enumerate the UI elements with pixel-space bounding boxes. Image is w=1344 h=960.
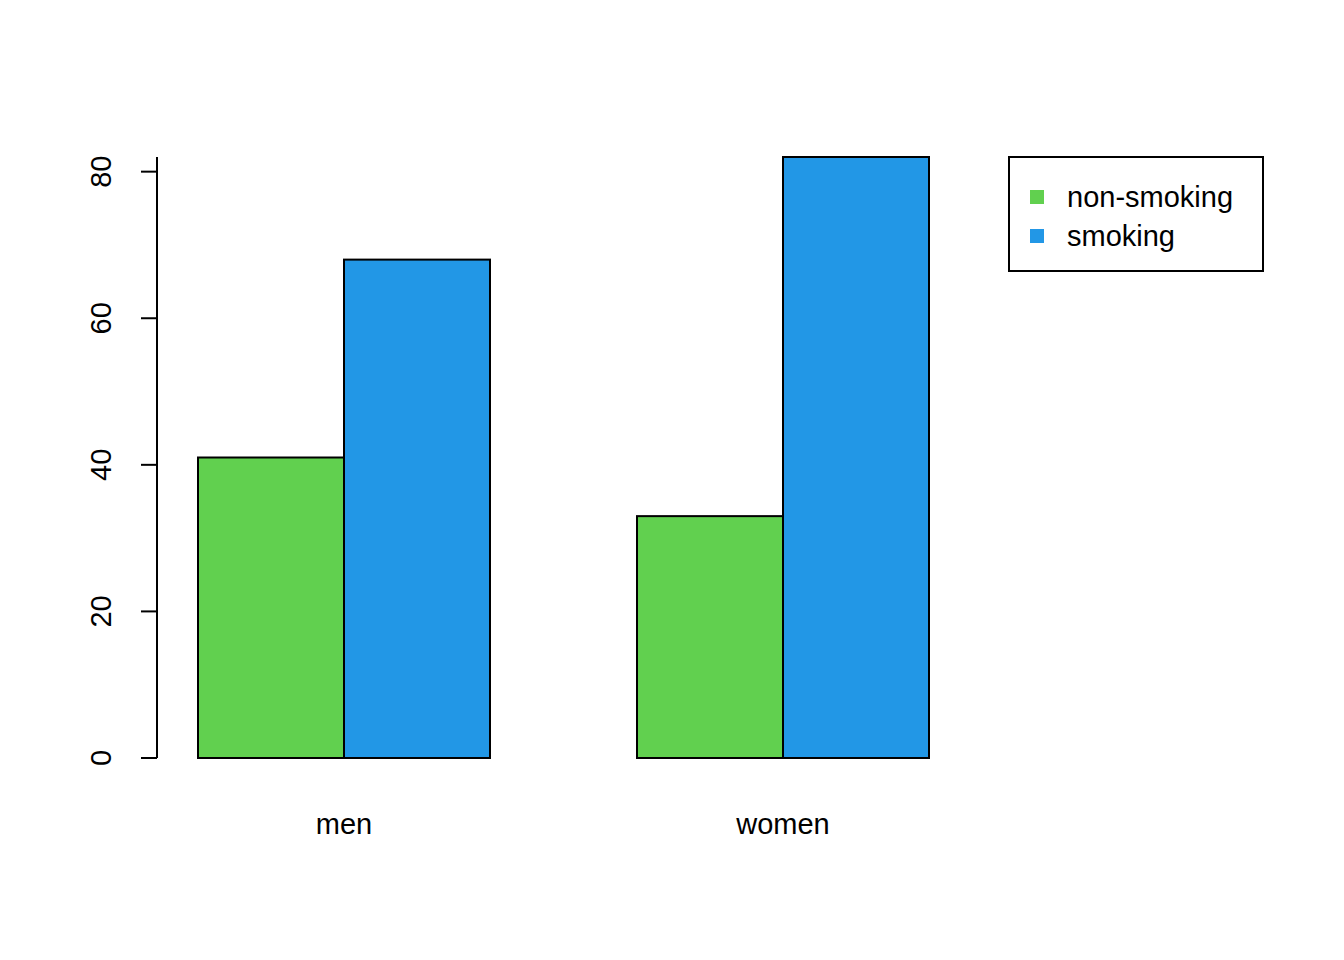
- y-tick: [141, 317, 157, 319]
- y-tick: [141, 464, 157, 466]
- y-tick-label: 60: [85, 302, 117, 334]
- legend-label: non-smoking: [1067, 181, 1233, 213]
- y-tick: [141, 171, 157, 173]
- bar: [637, 516, 783, 758]
- bar: [344, 260, 490, 758]
- bars: [198, 157, 929, 758]
- y-tick-label: 40: [85, 449, 117, 481]
- y-tick-label: 0: [85, 750, 117, 766]
- y-tick-label: 20: [85, 595, 117, 627]
- y-tick: [141, 610, 157, 612]
- legend-swatch: [1030, 229, 1044, 243]
- legend-label: smoking: [1067, 220, 1175, 252]
- chart: men women 0 20 40 60 80 non-smoking smoking: [0, 0, 1344, 960]
- y-axis-line: [156, 157, 158, 758]
- y-tick: [141, 757, 157, 759]
- bar: [198, 458, 344, 759]
- bar: [783, 157, 929, 758]
- legend-box: [1009, 157, 1263, 271]
- y-tick-label: 80: [85, 156, 117, 188]
- legend-swatch: [1030, 190, 1044, 204]
- category-label: women: [735, 808, 830, 840]
- category-label: men: [316, 808, 372, 840]
